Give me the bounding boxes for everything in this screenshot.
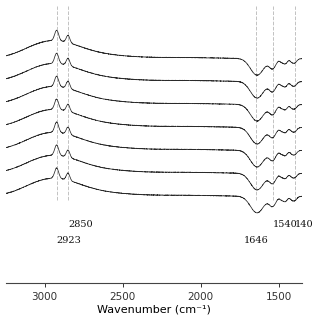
Text: 140: 140 [294, 220, 313, 228]
Text: 1540: 1540 [273, 220, 297, 228]
X-axis label: Wavenumber (cm⁻¹): Wavenumber (cm⁻¹) [97, 304, 211, 315]
Text: 2923: 2923 [57, 236, 82, 245]
Text: 2850: 2850 [68, 220, 93, 228]
Text: 1646: 1646 [244, 236, 268, 245]
